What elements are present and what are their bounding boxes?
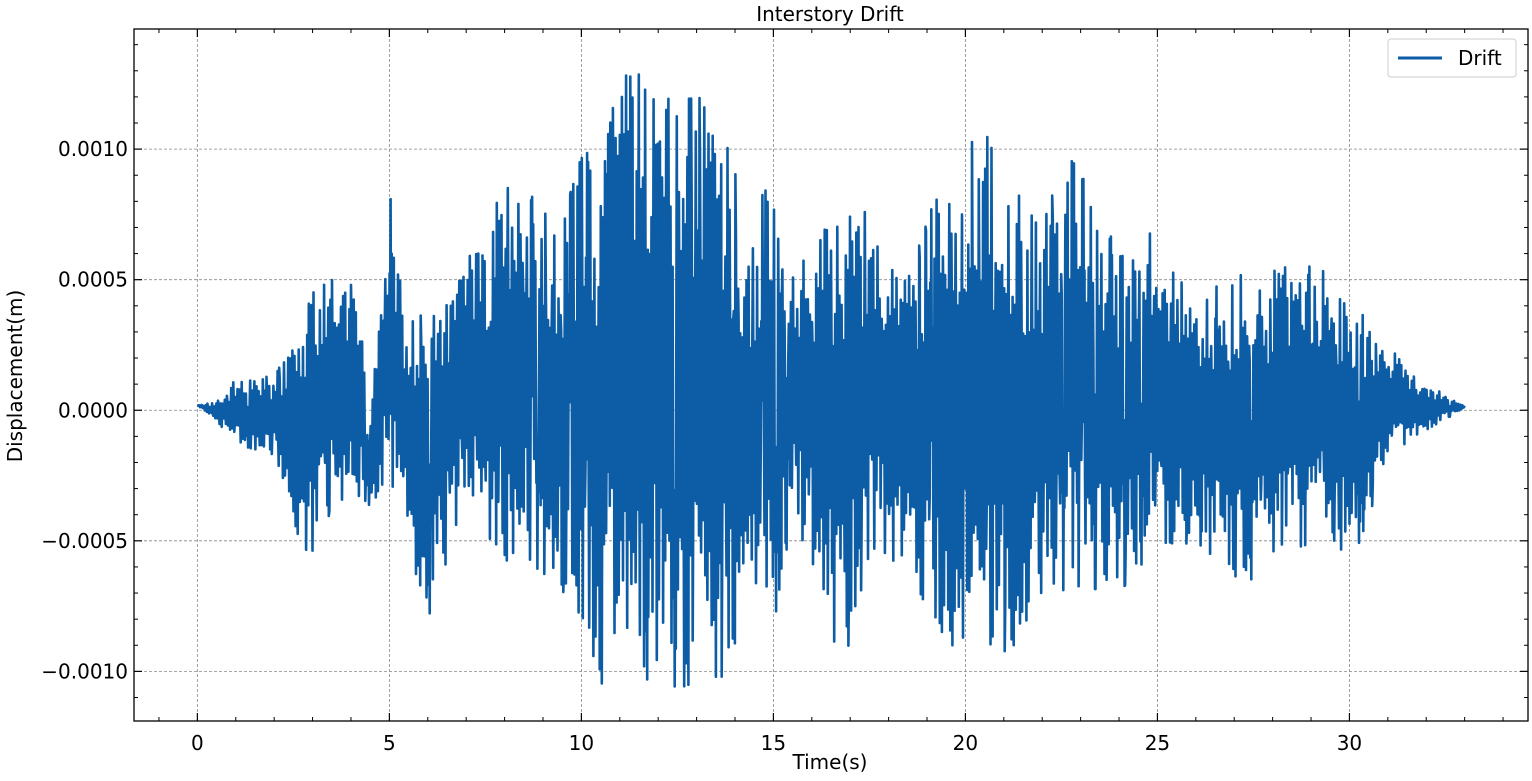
y-tick-label-0: −0.0010 xyxy=(41,659,128,683)
x-tick-label-4: 20 xyxy=(953,731,978,755)
axes-frame xyxy=(133,28,1529,722)
tick-labels: 0 5 10 15 20 25 30 −0.0010 −0.0005 0.0000 0.0005 0.… xyxy=(41,137,1362,755)
x-tick-label-5: 25 xyxy=(1145,731,1170,755)
y-tick-label-3: 0.0005 xyxy=(58,268,128,292)
x-tick-label-3: 15 xyxy=(761,731,786,755)
x-axis-label: Time(s) xyxy=(792,750,868,774)
x-tick-label-6: 30 xyxy=(1337,731,1362,755)
axis-ticks xyxy=(134,29,1528,721)
y-tick-label-1: −0.0005 xyxy=(41,529,128,553)
x-tick-label-0: 0 xyxy=(191,731,204,755)
x-tick-label-2: 10 xyxy=(569,731,594,755)
legend: Drift xyxy=(1387,38,1517,78)
legend-label-drift: Drift xyxy=(1458,46,1502,70)
series-layer xyxy=(196,73,1466,688)
y-axis-label: Displacement(m) xyxy=(3,290,27,463)
plot-frame xyxy=(133,28,1529,722)
series-line-drift xyxy=(196,73,1466,688)
legend-box xyxy=(1387,38,1517,78)
chart-title: Interstory Drift xyxy=(756,2,904,26)
x-tick-label-1: 5 xyxy=(383,731,396,755)
y-tick-label-4: 0.0010 xyxy=(58,137,128,161)
y-tick-label-2: 0.0000 xyxy=(58,398,128,422)
